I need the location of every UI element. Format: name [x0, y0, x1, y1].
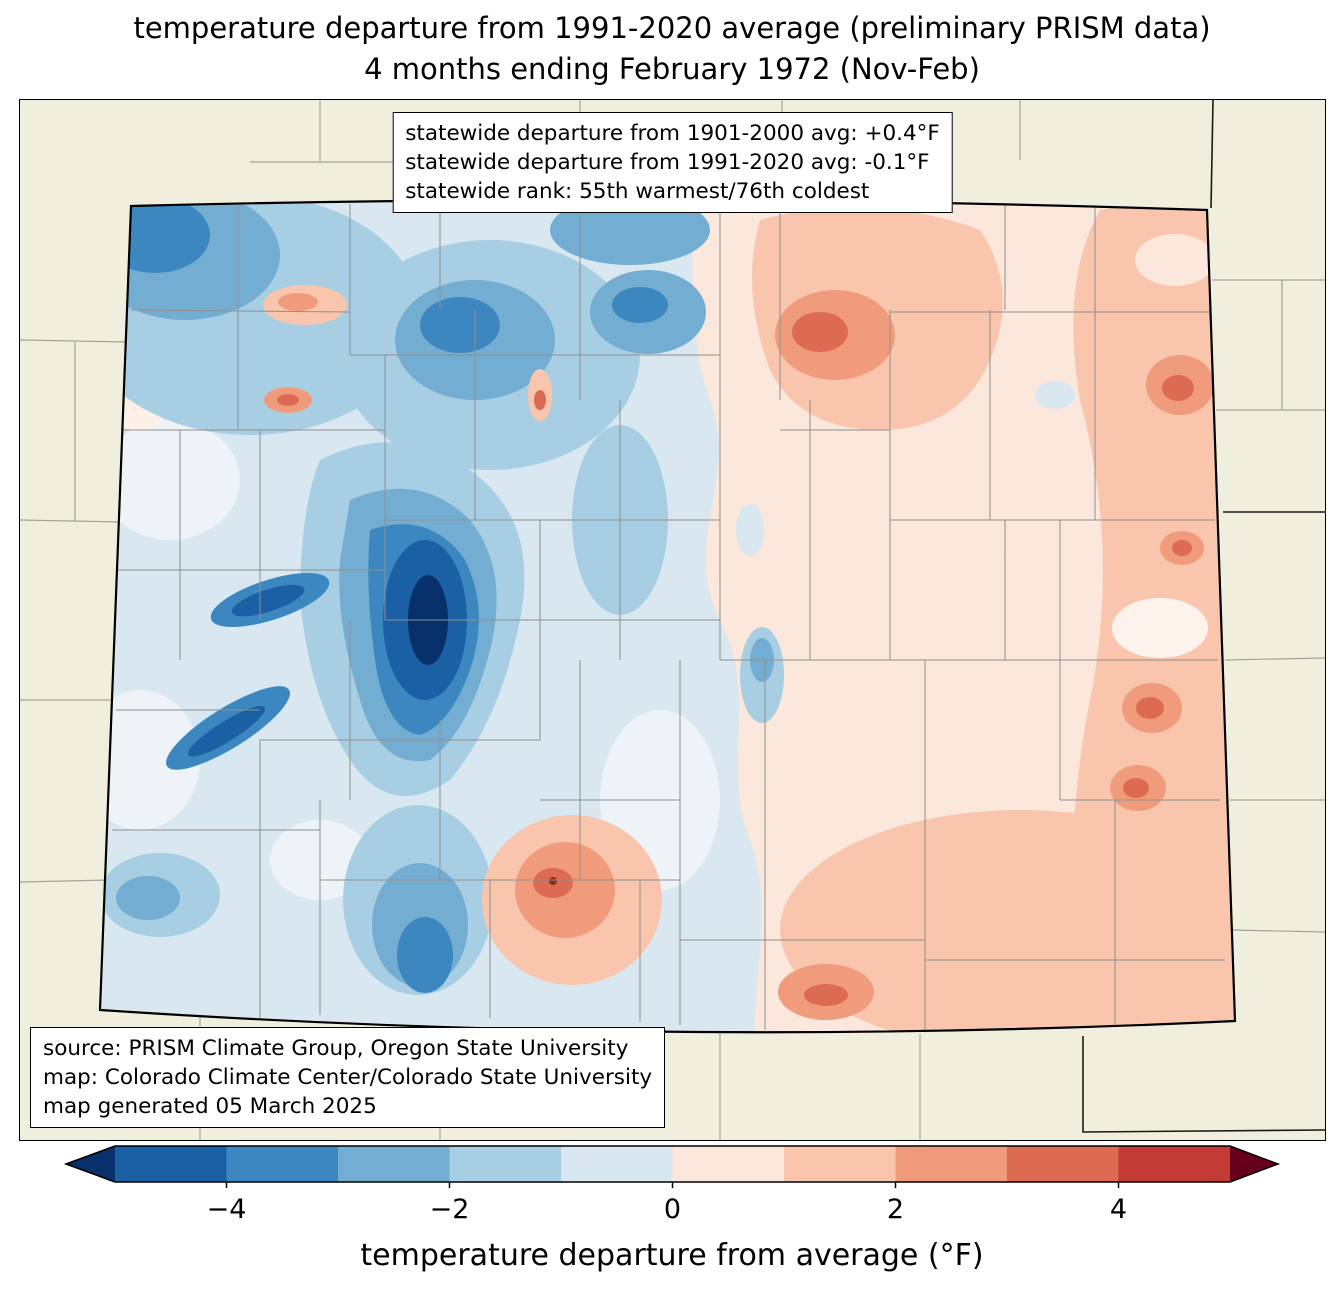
source-line-3: map generated 05 March 2025: [43, 1093, 377, 1119]
source-line-1: source: PRISM Climate Group, Oregon Stat…: [43, 1035, 629, 1061]
stats-line-1: statewide departure from 1901-2000 avg: …: [405, 121, 940, 146]
colorbar-tick: −2: [429, 1194, 470, 1225]
stats-box: statewide departure from 1901-2000 avg: …: [392, 112, 953, 214]
county-lines: [112, 200, 1225, 1032]
colorbar: [63, 1145, 1281, 1188]
colorbar-tick: −4: [206, 1194, 247, 1225]
colorbar-tick-labels: −4 −2 0 2 4: [0, 1194, 1344, 1230]
colorbar-tick: 2: [886, 1194, 905, 1225]
neighbor-state-lines: [1082, 100, 1325, 1133]
title-line1: temperature departure from 1991-2020 ave…: [133, 11, 1211, 45]
source-line-2: map: Colorado Climate Center/Colorado St…: [43, 1064, 653, 1090]
stats-line-3: statewide rank: 55th warmest/76th coldes…: [405, 179, 870, 205]
title-line2: 4 months ending February 1972 (Nov-Feb): [364, 51, 980, 86]
figure-title: temperature departure from 1991-2020 ave…: [0, 8, 1344, 89]
colorbar-label: temperature departure from average (°F): [360, 1238, 984, 1273]
source-box: source: PRISM Climate Group, Oregon Stat…: [30, 1026, 666, 1128]
stats-line-2: statewide departure from 1991-2020 avg: …: [405, 150, 930, 176]
map-frame: statewide departure from 1901-2000 avg: …: [19, 99, 1326, 1141]
colorado-map: [20, 100, 1325, 1140]
colorbar-tick: 0: [663, 1194, 682, 1225]
colorbar-tick: 4: [1109, 1194, 1128, 1225]
